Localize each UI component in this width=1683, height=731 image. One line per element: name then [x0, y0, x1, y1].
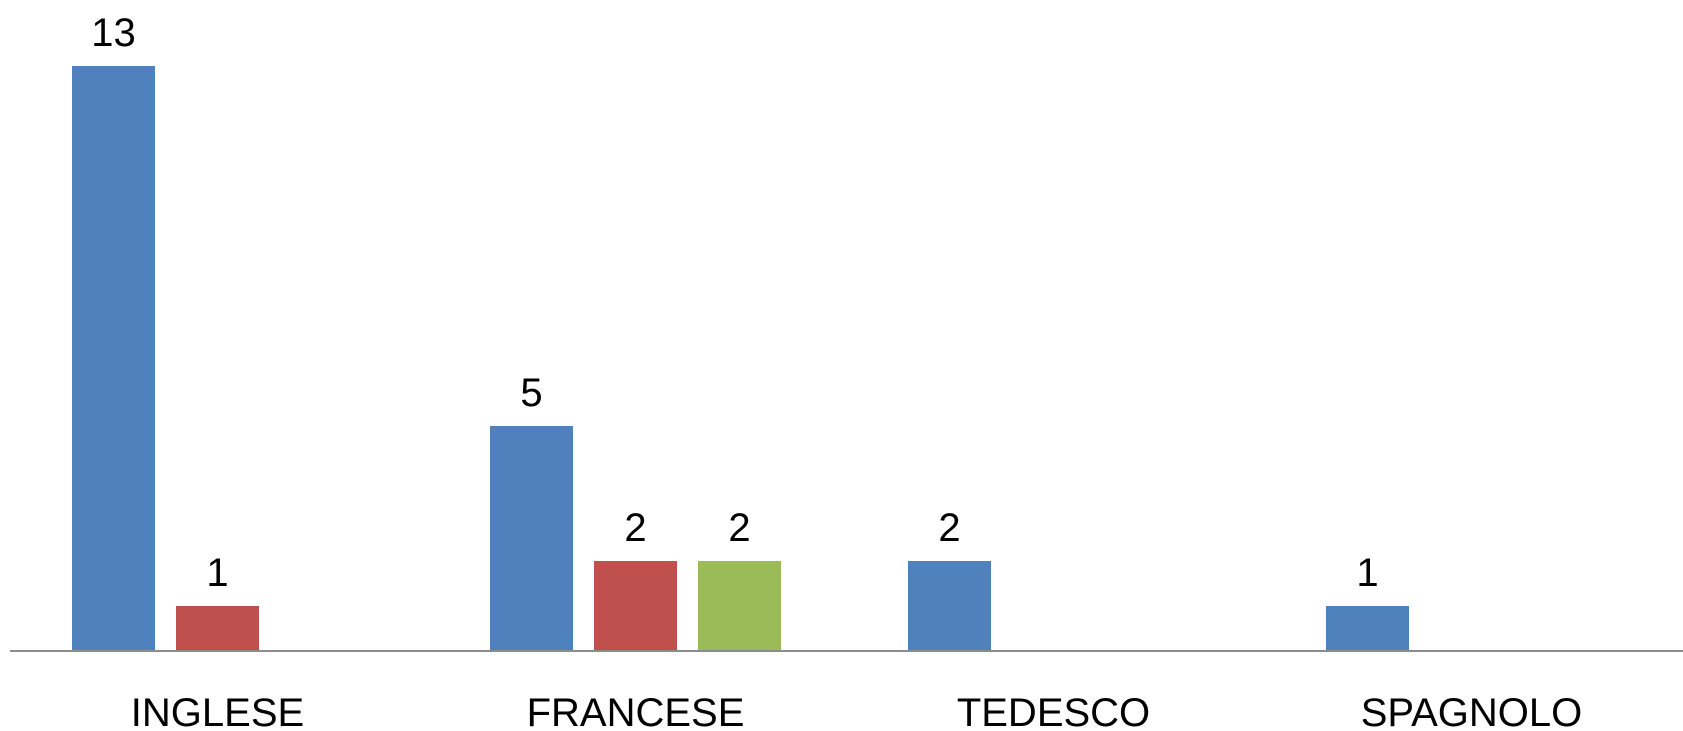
bars-layer	[72, 66, 1409, 651]
bar-francese-series-2	[594, 561, 677, 651]
data-label-francese-series-2: 2	[624, 506, 646, 550]
category-label-spagnolo: SPAGNOLO	[1361, 691, 1583, 731]
bar-inglese-series-2	[176, 606, 259, 651]
data-label-spagnolo-series-1: 1	[1356, 551, 1378, 595]
bar-francese-series-3	[698, 561, 781, 651]
data-label-francese-series-3: 2	[728, 506, 750, 550]
data-label-inglese-series-2: 1	[206, 551, 228, 595]
data-label-tedesco-series-1: 2	[938, 506, 960, 550]
category-label-francese: FRANCESE	[527, 691, 745, 731]
category-label-tedesco: TEDESCO	[957, 691, 1150, 731]
data-labels-layer: 13 1 5 2 2 2 1	[91, 11, 1378, 595]
category-labels-layer: INGLESE FRANCESE TEDESCO SPAGNOLO	[131, 691, 1582, 731]
data-label-inglese-series-1: 13	[91, 11, 136, 55]
bar-inglese-series-1	[72, 66, 155, 651]
bar-spagnolo-series-1	[1326, 606, 1409, 651]
data-label-francese-series-1: 5	[520, 371, 542, 415]
bar-francese-series-1	[490, 426, 573, 651]
bar-tedesco-series-1	[908, 561, 991, 651]
category-label-inglese: INGLESE	[131, 691, 304, 731]
